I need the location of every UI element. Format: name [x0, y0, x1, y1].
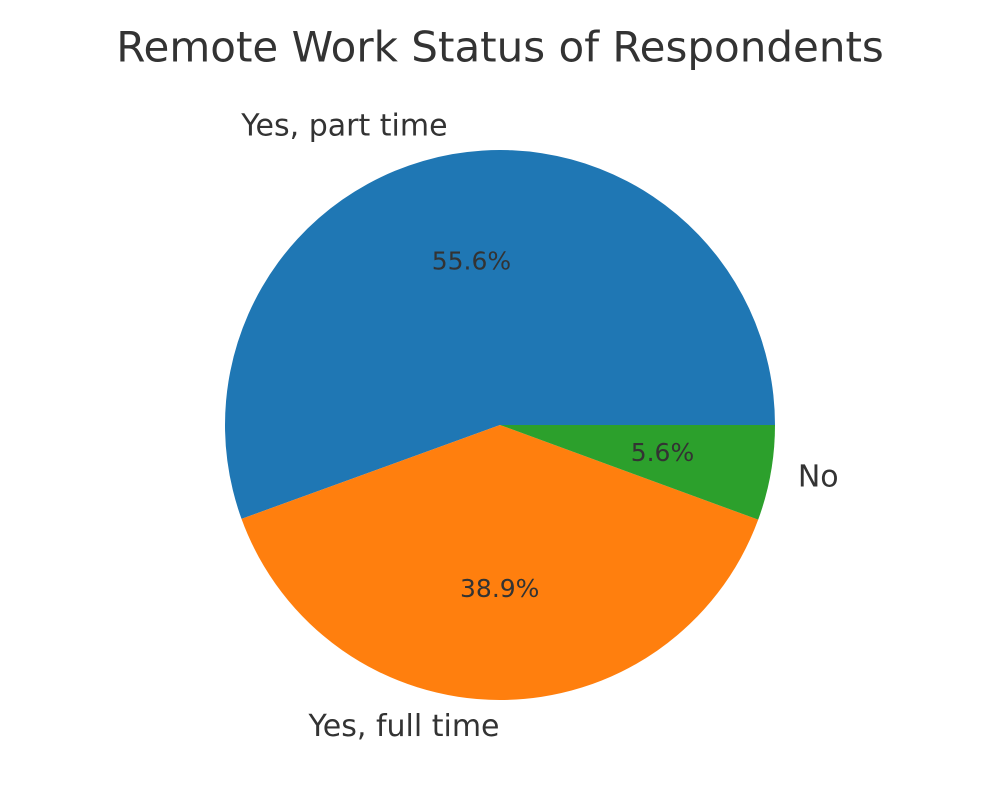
value-label: 55.6% — [432, 246, 511, 275]
slice-label: Yes, full time — [307, 709, 499, 744]
pie-slice — [241, 425, 759, 701]
pie-slice — [224, 150, 775, 519]
slice-label: Yes, part time — [240, 109, 447, 144]
slice-label: No — [798, 459, 839, 494]
value-label: 5.6% — [631, 438, 695, 467]
chart-title: Remote Work Status of Respondents — [116, 23, 884, 72]
pie-slice — [500, 425, 775, 520]
value-label: 38.9% — [460, 574, 539, 603]
